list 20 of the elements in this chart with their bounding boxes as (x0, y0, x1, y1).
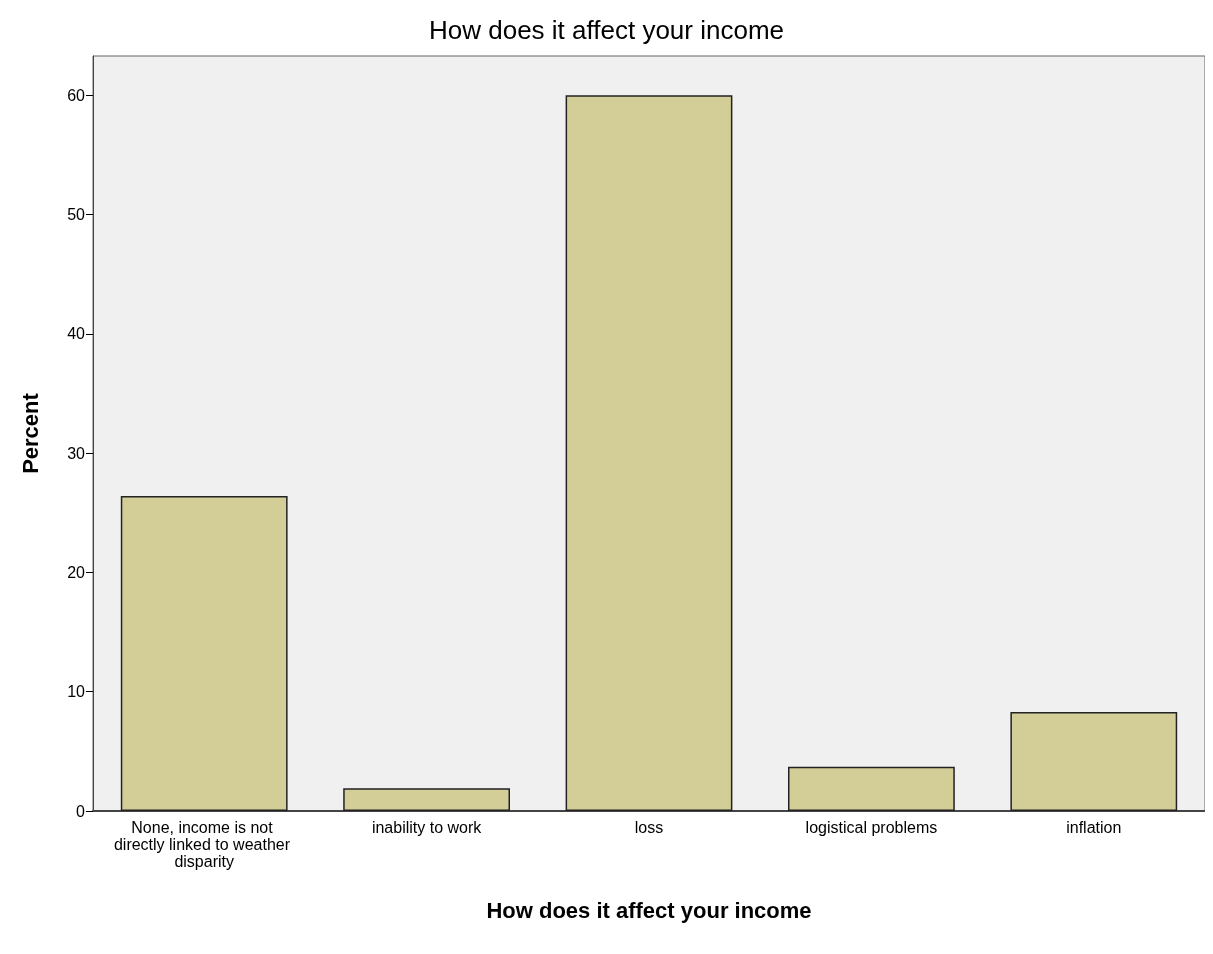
bar (120, 496, 288, 811)
chart-title: How does it affect your income (428, 15, 785, 45)
bar (1010, 712, 1178, 811)
bar (343, 788, 510, 811)
y-tick-label: 20 (67, 563, 86, 581)
y-tick-label: 0 (76, 802, 86, 820)
y-tick-label: 40 (67, 325, 86, 343)
y-tick-label: 60 (67, 86, 86, 104)
x-tick-label: loss (634, 819, 664, 836)
y-tick-label: 50 (67, 206, 86, 224)
x-tick-label: logistical problems (805, 819, 938, 836)
x-axis-title: How does it affect your income (486, 897, 812, 923)
y-tick-label: 10 (67, 683, 86, 701)
y-axis-title: Percent (17, 392, 43, 474)
bar (565, 95, 733, 811)
x-tick-label: None, income is not directly linked to weather disparity (113, 819, 295, 870)
y-tick-label: 30 (67, 444, 86, 462)
x-tick-label: inflation (1066, 819, 1122, 836)
bar (788, 766, 955, 811)
x-tick-label: inability to work (371, 819, 483, 836)
